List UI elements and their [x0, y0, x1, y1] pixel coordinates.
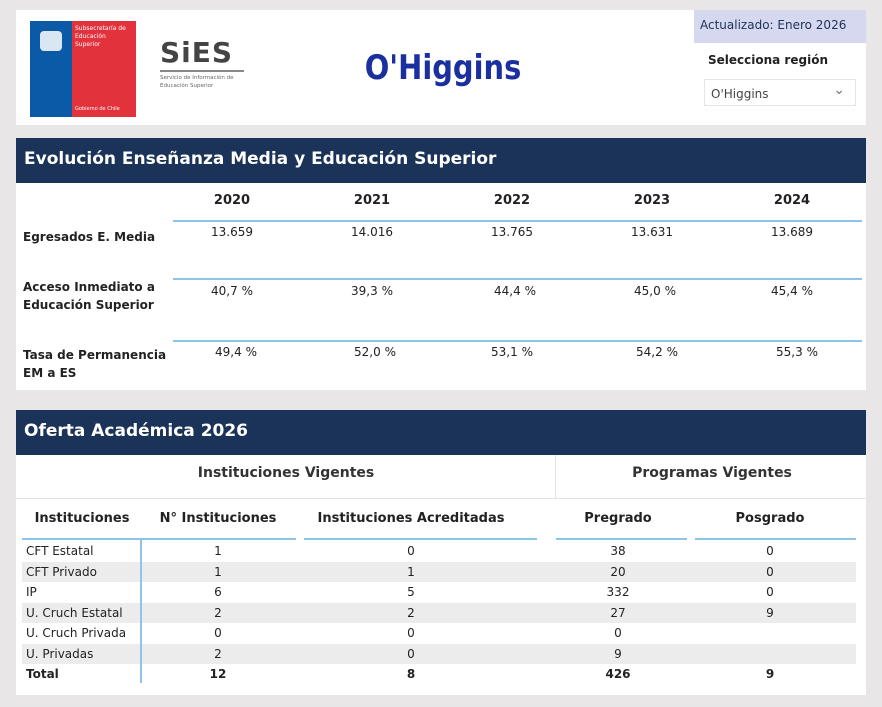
value-cell: 1: [407, 564, 415, 579]
total-row: Total 12 8 426 9: [22, 664, 856, 684]
oferta-title: Oferta Académica 2026: [16, 410, 866, 455]
region-label: Selecciona región: [708, 53, 828, 67]
value-cell: 20: [610, 564, 626, 579]
value-cell: 49,4 %: [215, 345, 257, 359]
institution-type-cell: U. Cruch Estatal: [26, 605, 123, 620]
group-header-programas: Programas Vigentes: [632, 465, 792, 481]
evolucion-title: Evolución Enseñanza Media y Educación Su…: [16, 138, 866, 183]
year-header: 2021: [353, 193, 391, 208]
table-row: IP 6 5 332 0: [22, 582, 856, 602]
value-cell: 44,4 %: [494, 284, 536, 298]
value-cell: 2: [214, 646, 222, 661]
table-row: U. Cruch Privada 0 0 0: [22, 623, 856, 643]
divider: [556, 538, 687, 540]
institution-type-cell: U. Cruch Privada: [26, 626, 127, 640]
column-divider: [140, 540, 142, 683]
value-cell: 45,0 %: [634, 284, 676, 298]
coat-of-arms-icon: [40, 31, 62, 51]
value-cell: 2: [214, 605, 222, 620]
value-cell: 45,4 %: [771, 284, 813, 298]
group-header-instituciones: Instituciones Vigentes: [197, 465, 375, 481]
column-header[interactable]: Instituciones Acreditadas: [317, 511, 505, 526]
year-header: 2022: [493, 193, 531, 208]
value-cell: 0: [214, 626, 222, 640]
value-cell: 1: [214, 544, 222, 558]
value-cell: 0: [766, 544, 774, 558]
value-cell: 13.689: [771, 225, 813, 239]
region-select[interactable]: O'Higgins ⌄: [704, 79, 856, 106]
value-cell: 0: [766, 585, 774, 599]
year-header: 2020: [213, 193, 251, 208]
value-cell: 13.765: [491, 225, 533, 239]
divider: [173, 220, 862, 222]
value-cell: 0: [407, 646, 415, 661]
row-label: Acceso Inmediato a Educación Superior: [23, 280, 155, 312]
institution-type-cell: CFT Estatal: [26, 544, 94, 558]
column-header[interactable]: Instituciones: [34, 511, 130, 526]
value-cell: 6: [214, 585, 222, 599]
value-cell: 332: [606, 585, 630, 599]
value-cell: 1: [214, 564, 222, 579]
table-row: CFT Privado 1 1 20 0: [22, 561, 856, 582]
value-cell: 8: [406, 667, 416, 681]
value-cell: 0: [407, 544, 415, 558]
value-cell: 0: [407, 626, 415, 640]
updated-badge: Actualizado: Enero 2026: [694, 10, 866, 43]
institution-type-cell: Total: [26, 667, 59, 681]
value-cell: 2: [407, 605, 415, 620]
value-cell: 9: [766, 605, 774, 620]
value-cell: 52,0 %: [354, 345, 396, 359]
divider: [555, 455, 556, 498]
divider: [173, 278, 862, 280]
column-header[interactable]: N° Instituciones: [159, 511, 277, 526]
row-label: Tasa de Permanencia EM a ES: [23, 348, 167, 380]
page-title: O'Higgins: [364, 48, 522, 88]
table-row: CFT Estatal 1 0 38 0: [22, 541, 856, 561]
divider: [16, 498, 866, 499]
sies-logo: SiES Servicio de Información de Educació…: [160, 38, 244, 90]
chevron-down-icon: ⌄: [833, 82, 845, 98]
value-cell: 40,7 %: [211, 284, 253, 298]
value-cell: 13.631: [631, 225, 673, 239]
divider: [22, 538, 296, 540]
value-cell: 13.659: [211, 225, 253, 239]
value-cell: 426: [605, 667, 631, 681]
year-header: 2024: [773, 193, 811, 208]
value-cell: 38: [610, 544, 626, 558]
institution-type-cell: CFT Privado: [26, 564, 97, 579]
value-cell: 27: [610, 605, 626, 620]
row-label: Egresados E. Media: [23, 230, 156, 244]
divider: [695, 538, 856, 540]
divider: [304, 538, 537, 540]
year-header: 2023: [633, 193, 671, 208]
table-row: U. Privadas 2 0 9: [22, 643, 856, 664]
value-cell: 55,3 %: [776, 345, 818, 359]
column-header[interactable]: Posgrado: [735, 511, 805, 526]
institution-type-cell: U. Privadas: [26, 646, 94, 661]
value-cell: 14.016: [351, 225, 393, 239]
institution-type-cell: IP: [26, 585, 37, 599]
value-cell: 9: [614, 646, 622, 661]
gobierno-logo: Subsecretaría de Educación Superior Gobi…: [30, 21, 136, 117]
value-cell: 53,1 %: [491, 345, 533, 359]
value-cell: 12: [209, 667, 227, 681]
value-cell: 0: [614, 626, 622, 640]
value-cell: 39,3 %: [351, 284, 393, 298]
value-cell: 54,2 %: [636, 345, 678, 359]
divider: [173, 340, 862, 342]
column-header[interactable]: Pregrado: [584, 511, 652, 526]
value-cell: 9: [765, 667, 775, 681]
value-cell: 5: [407, 585, 415, 599]
table-row: U. Cruch Estatal 2 2 27 9: [22, 602, 856, 623]
value-cell: 0: [766, 564, 774, 579]
